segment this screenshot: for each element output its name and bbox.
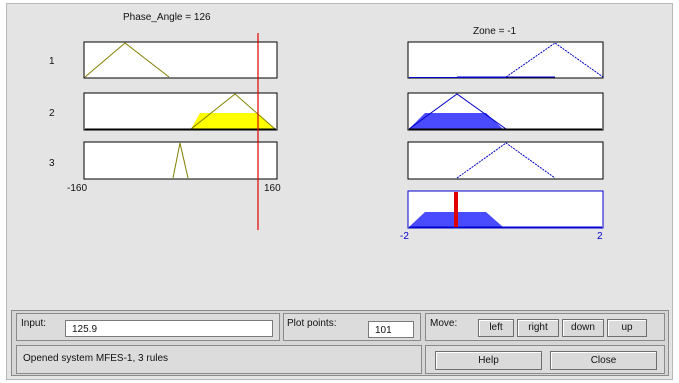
move-down-button[interactable]: down (562, 319, 604, 337)
move-label: Move: (430, 318, 458, 329)
rule2-output-mf (408, 93, 507, 130)
output-axis-max: 2 (597, 231, 603, 242)
rule-number-3: 3 (49, 158, 55, 169)
plot-points-panel: Plot points: 101 (283, 313, 421, 341)
plot-points-field[interactable]: 101 (368, 321, 414, 338)
input-label: Input: (21, 318, 47, 329)
output-axis-min: -2 (400, 231, 409, 242)
action-panel: Help Close (425, 345, 665, 374)
rule1-input-mf (84, 42, 170, 78)
output-variable-title: Zone = -1 (473, 26, 517, 37)
rule2-output-fill (409, 113, 503, 129)
plot-points-label: Plot points: (287, 318, 337, 329)
rule3-input-mf (172, 142, 189, 179)
close-button[interactable]: Close (550, 351, 657, 370)
rule1-input-plot[interactable] (83, 41, 278, 79)
move-up-button[interactable]: up (607, 319, 647, 337)
status-panel: Opened system MFES-1, 3 rules (16, 345, 422, 374)
input-axis-max: 160 (264, 183, 281, 194)
rule1-output-mf (505, 42, 604, 78)
move-panel: Move: left right down up (425, 313, 665, 341)
move-left-button[interactable]: left (478, 319, 514, 337)
output-value-indicator (454, 192, 458, 227)
rule3-input-plot[interactable] (83, 141, 278, 180)
rule2-input-mf (190, 93, 276, 130)
rule2-input-fill (191, 113, 275, 129)
rule-number-1: 1 (49, 56, 55, 67)
rule1-output-plot[interactable] (407, 41, 604, 79)
rule-viewer-window: Phase_Angle = 126 Zone = -1 1 2 3 -160 1… (6, 3, 673, 380)
input-field[interactable]: 125.9 (65, 320, 273, 337)
status-text: Opened system MFES-1, 3 rules (23, 353, 169, 364)
input-axis-min: -160 (67, 183, 88, 194)
rule-number-2: 2 (49, 108, 55, 119)
rule-plots (83, 33, 604, 230)
input-variable-title: Phase_Angle = 126 (123, 12, 211, 23)
rule3-output-plot[interactable] (407, 141, 604, 180)
rule3-output-mf (456, 142, 556, 179)
input-panel: Input: 125.9 (16, 313, 280, 341)
move-right-button[interactable]: right (517, 319, 559, 337)
help-button[interactable]: Help (435, 351, 542, 370)
